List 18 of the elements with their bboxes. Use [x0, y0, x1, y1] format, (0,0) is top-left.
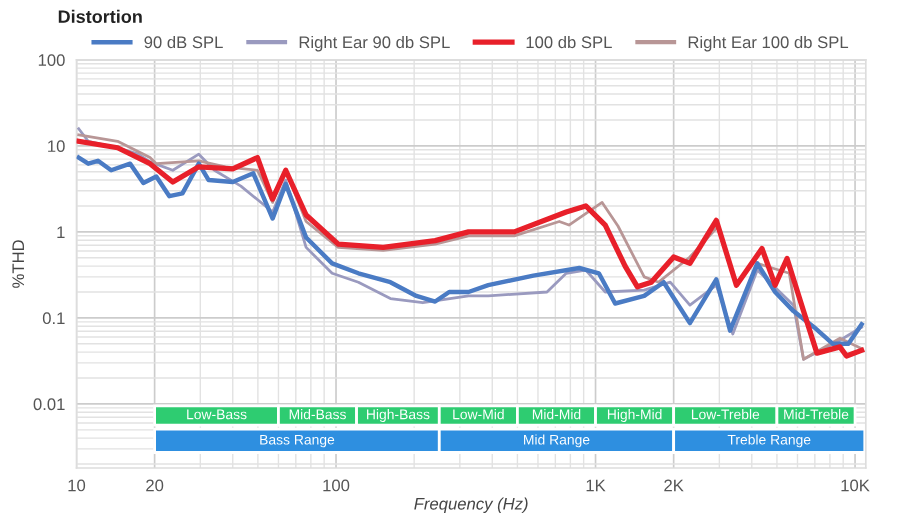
x-tick-label: 100 [323, 479, 350, 492]
y-tick-label: 1 [57, 226, 65, 238]
legend-label: Right Ear 90 db SPL [299, 35, 450, 52]
x-axis-title: Frequency (Hz) [414, 497, 528, 513]
y-tick-label: 0.01 [33, 398, 65, 411]
x-tick-label: 20 [146, 479, 164, 492]
x-tick-label: 2K [664, 479, 684, 492]
x-tick-label: 1K [586, 479, 606, 492]
y-axis-title: %THD [12, 240, 25, 288]
y-tick-label: 0.1 [42, 312, 65, 325]
legend-label: Right Ear 100 db SPL [688, 35, 849, 52]
legend-label: 90 dB SPL [144, 35, 223, 49]
chart-title: Distortion [58, 9, 142, 24]
y-tick-label: 100 [38, 54, 65, 66]
x-tick-label: 10 [68, 479, 86, 492]
legend-label: 100 db SPL [526, 35, 612, 49]
x-tick-label: 10K [841, 479, 870, 492]
y-tick-label: 10 [48, 140, 65, 153]
